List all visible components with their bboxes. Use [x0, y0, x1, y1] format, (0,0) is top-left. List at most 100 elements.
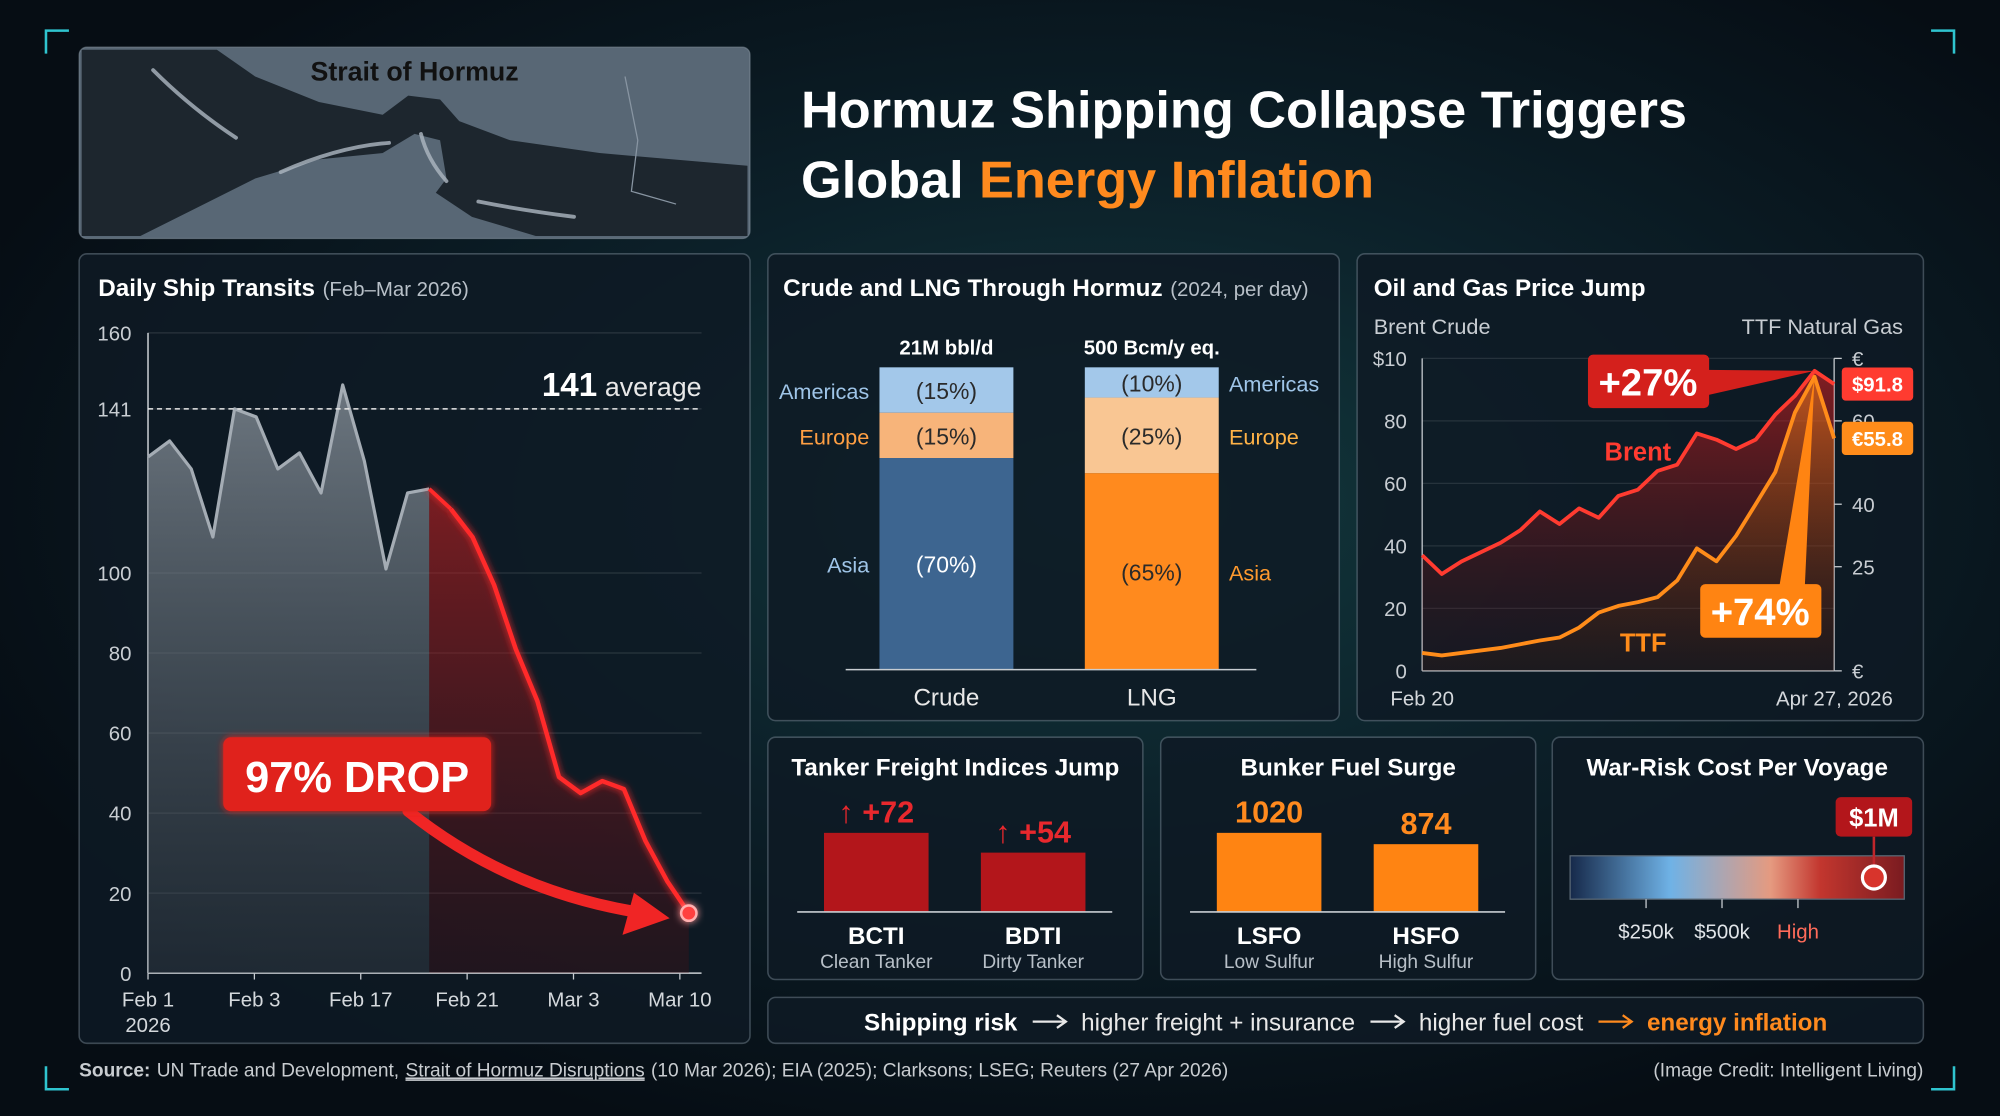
area-fill [429, 488, 689, 974]
source-text: UN Trade and Development, [157, 1060, 399, 1081]
x-tick-label: BDTI [1005, 923, 1062, 950]
y-tick-label: 80 [1384, 412, 1407, 434]
x-tick-label: High [1777, 922, 1819, 944]
corner [1931, 29, 1956, 54]
x-tick-label: LNG [1127, 684, 1177, 711]
y2-tick-label: € [1852, 349, 1864, 371]
x-tick-label: LSFO [1237, 923, 1302, 950]
x-tick-label: HSFO [1392, 923, 1459, 950]
chart-title: Oil and Gas Price Jump [1374, 275, 1646, 302]
value-label: (15%) [916, 423, 977, 449]
bar-segment [879, 458, 1014, 670]
y2-tick-label: 25 [1852, 557, 1875, 579]
total-label: 21M bbl/d [899, 338, 993, 360]
value-label: (15%) [916, 378, 977, 404]
change-label: +27% [1598, 361, 1697, 404]
axis-title: TTF Natural Gas [1742, 314, 1904, 339]
y-tick-label: 141 [97, 400, 131, 422]
x-tick-label: Feb 1 [122, 989, 174, 1011]
annotation-arrowhead [622, 892, 670, 935]
x-tick-label: $250k [1618, 922, 1674, 944]
panel [1159, 736, 1537, 981]
value-label: €55.8 [1852, 429, 1903, 451]
image-credit: (Image Credit: Intelligent Living) [1653, 1060, 1923, 1081]
title-highlight: Energy Inflation [979, 152, 1374, 210]
title: Global [801, 152, 964, 210]
flow-arrowhead [1394, 1014, 1406, 1029]
series-label: TTF [1620, 630, 1667, 658]
chart-title: Tanker Freight Indices Jump [791, 754, 1119, 781]
value-label-box [1835, 797, 1913, 837]
value-label: (10%) [1121, 370, 1182, 396]
x-tick-label: Feb 17 [329, 989, 392, 1011]
annotation-box [223, 737, 492, 812]
value-label: 874 [1400, 807, 1451, 841]
x-tick-sublabel: Low Sulfur [1224, 952, 1315, 973]
frame-corners [44, 29, 1956, 1091]
y-tick-label: 60 [1384, 474, 1407, 496]
legend-label: Europe [799, 424, 869, 449]
x-tick-label: Crude [913, 684, 979, 711]
flow-arrowhead [1056, 1014, 1068, 1029]
bar-segment [1084, 397, 1219, 474]
corner [44, 29, 69, 54]
callout-box [1587, 354, 1710, 409]
y2-tick-label: 40 [1852, 495, 1875, 517]
y-tick-label: $10 [1373, 349, 1407, 371]
map-arrow [151, 68, 238, 140]
annotation: 97% DROP [245, 754, 469, 802]
flow-step: higher freight + insurance [1081, 1010, 1355, 1037]
bar [980, 852, 1086, 912]
y-tick-label: 40 [1384, 537, 1407, 559]
x-tick-label: BCTI [848, 923, 905, 950]
flow-step: Shipping risk [864, 1010, 1018, 1037]
bar-segment [879, 412, 1014, 459]
y-tick-label: 160 [97, 324, 131, 346]
title: Hormuz Shipping Collapse Triggers [801, 82, 1687, 140]
callout-pointer [1779, 376, 1815, 587]
legend-label: Asia [827, 553, 870, 578]
bar-segment [1084, 367, 1219, 398]
x-tick-sublabel: Clean Tanker [820, 952, 933, 973]
y-tick-label: 20 [1384, 599, 1407, 621]
y-tick-label: 100 [97, 564, 131, 586]
legend-label: Americas [779, 379, 869, 404]
bar-segment [879, 367, 1014, 413]
legend-label: Americas [1229, 371, 1319, 396]
total-label: 500 Bcm/y eq. [1084, 338, 1220, 360]
map-arrow [419, 132, 449, 184]
x-tick-label: Mar 3 [547, 989, 599, 1011]
value-label: 1020 [1235, 796, 1303, 830]
legend-label: Europe [1229, 424, 1299, 449]
bar [823, 832, 929, 912]
value-label-box [1841, 367, 1914, 401]
annotation-arrow [402, 805, 650, 919]
y2-tick-label: € [1852, 662, 1864, 684]
x-tick-sublabel: Dirty Tanker [982, 952, 1084, 973]
x-tick-label: Feb 20 [1390, 688, 1453, 710]
map-label: Strait of Hormuz [310, 56, 518, 86]
flow-step: higher fuel cost [1419, 1010, 1584, 1037]
panel [767, 253, 1341, 722]
corner [1931, 1066, 1956, 1091]
chart-title: Crude and LNG Through Hormuz [783, 275, 1162, 302]
source-label: Source: [79, 1060, 150, 1081]
source-link[interactable]: Strait of Hormuz Disruptions [406, 1060, 645, 1081]
callout-pointer [1706, 369, 1815, 396]
x-tick-label: Mar 10 [648, 989, 711, 1011]
x-tick-sublabel: High Sulfur [1379, 952, 1474, 973]
average-value: 141 [542, 367, 597, 404]
change-label: +74% [1711, 591, 1810, 634]
chart-title: War-Risk Cost Per Voyage [1586, 754, 1887, 781]
y-tick-label: 40 [109, 804, 132, 826]
bar-segment [1084, 473, 1219, 670]
y-tick-label: 80 [109, 644, 132, 666]
chart-subtitle: (2024, per day) [1170, 279, 1308, 301]
chart-subtitle: (Feb–Mar 2026) [323, 279, 469, 301]
flow-panel [767, 996, 1925, 1045]
value-label: $91.8 [1852, 375, 1903, 397]
map-arrow [278, 140, 391, 175]
value-label: (70%) [916, 552, 977, 578]
line [1420, 368, 1836, 576]
